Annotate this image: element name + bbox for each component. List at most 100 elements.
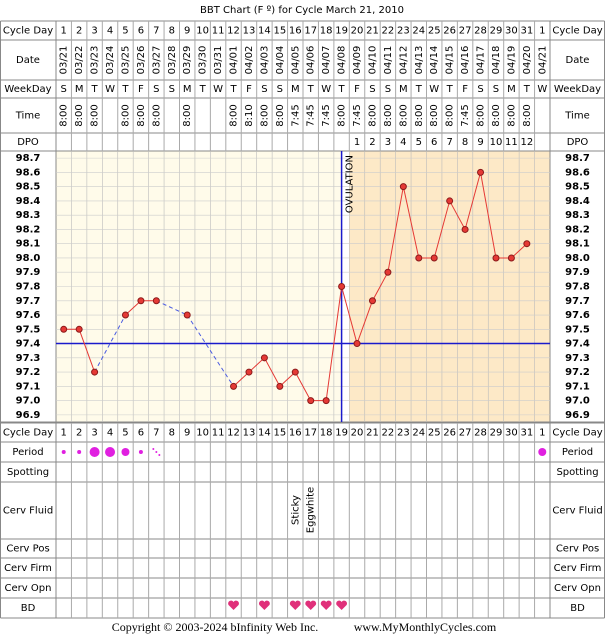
- temp-point: [430, 254, 438, 262]
- time: 8:00: [182, 104, 193, 126]
- cycle-day: 12: [227, 26, 240, 37]
- y-tick-label: 97.9: [16, 267, 41, 278]
- temp-point: [368, 297, 376, 305]
- cycle-day: 1: [61, 428, 67, 439]
- date: 03/27: [151, 46, 162, 75]
- row-label: Cycle Day: [3, 26, 53, 37]
- date: 04/19: [506, 46, 517, 75]
- gap-connector: [186, 314, 234, 387]
- y-tick-label: 98.5: [565, 182, 590, 193]
- cycle-day: 1: [539, 26, 545, 37]
- cycle-day: 20: [351, 26, 364, 37]
- temp-point: [399, 183, 407, 191]
- time: 8:00: [491, 104, 502, 126]
- weekday: T: [91, 84, 99, 95]
- cycle-day: 23: [397, 428, 410, 439]
- time: 8:00: [398, 104, 409, 126]
- time: 7:45: [460, 104, 471, 126]
- period-dot: [121, 448, 130, 456]
- temp-point: [230, 382, 238, 390]
- cycle-day: 24: [412, 428, 425, 439]
- weekday: W: [321, 84, 331, 95]
- dpo: 12: [520, 137, 533, 148]
- weekday: W: [105, 84, 115, 95]
- cycle-day: 18: [320, 428, 333, 439]
- weekday: T: [199, 84, 207, 95]
- spotting-dot: [158, 454, 161, 456]
- date: 04/06: [306, 46, 317, 75]
- time: 8:00: [429, 104, 440, 126]
- period-dot: [61, 450, 66, 454]
- y-tick-label: 97.2: [16, 367, 41, 378]
- time: 8:00: [383, 104, 394, 126]
- temp-point: [477, 168, 485, 176]
- y-tick-label: 98.3: [16, 210, 41, 221]
- row-label: Spotting: [7, 467, 49, 478]
- weekday: W: [537, 84, 547, 95]
- dpo: 3: [385, 137, 391, 148]
- time: 8:00: [136, 104, 147, 126]
- weekday: F: [138, 84, 144, 95]
- date: 04/12: [398, 46, 409, 75]
- y-tick-label: 97.5: [16, 324, 41, 335]
- dpo: 5: [416, 137, 422, 148]
- site-link: www.MyMonthlyCycles.com: [354, 620, 497, 634]
- y-tick-label: 97.3: [565, 353, 590, 364]
- temp-point: [152, 297, 160, 305]
- y-tick-label: 98.0: [16, 253, 41, 264]
- weekday: T: [523, 84, 531, 95]
- y-tick-label: 97.9: [565, 267, 590, 278]
- date: 04/16: [460, 46, 471, 75]
- date: 03/22: [74, 46, 85, 75]
- y-tick-label: 98.4: [16, 196, 41, 207]
- y-tick-label: 98.6: [16, 167, 41, 178]
- time: 8:10: [244, 104, 255, 126]
- weekday: M: [75, 84, 84, 95]
- date: 03/21: [59, 46, 70, 75]
- bd-heart: [336, 600, 348, 610]
- temp-point: [507, 254, 515, 262]
- temp-point: [523, 240, 531, 248]
- cerv-fluid: Sticky: [290, 495, 301, 525]
- row-label: BD: [570, 603, 585, 614]
- time: 8:00: [522, 104, 533, 126]
- row-label: Cycle Day: [3, 428, 53, 439]
- y-tick-label: 97.6: [565, 310, 590, 321]
- y-tick-label: 97.2: [565, 367, 590, 378]
- cycle-day: 19: [335, 428, 348, 439]
- time: 7:45: [352, 104, 363, 126]
- date: 04/15: [445, 46, 456, 75]
- cycle-day: 15: [273, 26, 286, 37]
- period-dot: [138, 450, 143, 454]
- date: 04/08: [337, 46, 348, 75]
- weekday: W: [429, 84, 439, 95]
- period-dot: [89, 447, 100, 457]
- temp-point: [75, 325, 83, 333]
- date: 04/01: [229, 46, 240, 75]
- cycle-day: 10: [196, 428, 209, 439]
- temp-point: [91, 368, 99, 376]
- cycle-day: 29: [490, 26, 503, 37]
- date: 04/13: [414, 46, 425, 75]
- y-tick-label: 98.5: [16, 182, 41, 193]
- cycle-day: 29: [490, 428, 503, 439]
- cycle-day: 1: [539, 428, 545, 439]
- time: 8:00: [367, 104, 378, 126]
- cycle-day: 14: [258, 26, 271, 37]
- date: 03/26: [136, 46, 147, 75]
- cycle-day: 13: [243, 26, 256, 37]
- y-tick-label: 97.0: [16, 396, 41, 407]
- date: 03/28: [167, 46, 178, 75]
- cycle-day: 26: [443, 428, 456, 439]
- cycle-day: 31: [520, 428, 533, 439]
- cycle-day: 16: [289, 428, 302, 439]
- row-label: Cerv Opn: [554, 583, 601, 594]
- time: 8:00: [259, 104, 270, 126]
- date: 04/02: [244, 46, 255, 75]
- cycle-day: 2: [76, 428, 82, 439]
- y-tick-label: 97.5: [565, 324, 590, 335]
- y-tick-label: 98.2: [16, 224, 41, 235]
- date: 03/30: [198, 46, 209, 75]
